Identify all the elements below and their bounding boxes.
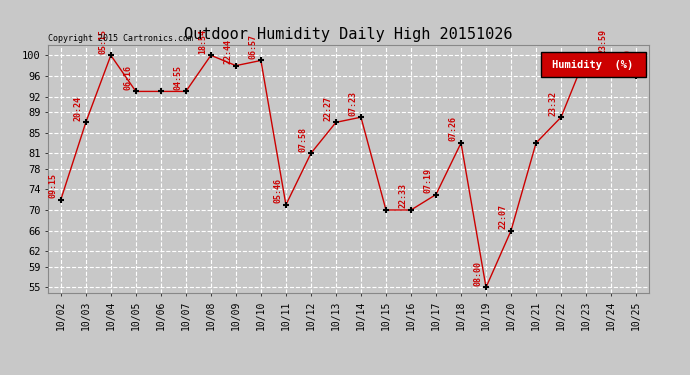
Text: 07:23: 07:23 [348, 91, 357, 116]
Text: 08:00: 08:00 [473, 261, 482, 286]
Text: 05:46: 05:46 [273, 178, 282, 203]
Text: 20:24: 20:24 [73, 96, 82, 121]
Text: 06:16: 06:16 [123, 65, 132, 90]
Text: 09:15: 09:15 [48, 173, 57, 198]
Text: 22:44: 22:44 [223, 39, 232, 64]
Text: 07:19: 07:19 [423, 168, 432, 193]
Text: 07:26: 07:26 [448, 116, 457, 141]
Text: 06:57: 06:57 [248, 34, 257, 59]
Text: 18:54: 18:54 [198, 29, 207, 54]
Text: 23:59: 23:59 [598, 29, 607, 54]
Text: 22:27: 22:27 [323, 96, 332, 121]
Text: 06:10: 06:10 [623, 50, 632, 74]
Text: 22:07: 22:07 [498, 204, 507, 229]
FancyBboxPatch shape [540, 53, 646, 77]
Text: Humidity  (%): Humidity (%) [553, 60, 633, 70]
Text: Copyright 2015 Cartronics.com: Copyright 2015 Cartronics.com [48, 33, 193, 42]
Title: Outdoor Humidity Daily High 20151026: Outdoor Humidity Daily High 20151026 [184, 27, 513, 42]
Text: 04:55: 04:55 [173, 65, 182, 90]
Text: 22:33: 22:33 [398, 183, 407, 209]
Text: 05:15: 05:15 [98, 29, 107, 54]
Text: 07:58: 07:58 [298, 127, 307, 152]
Text: 23:32: 23:32 [549, 91, 558, 116]
